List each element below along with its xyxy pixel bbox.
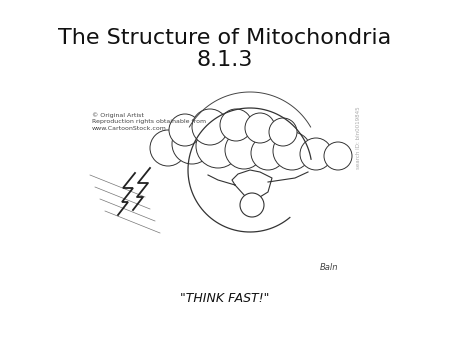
Text: Baln: Baln: [320, 263, 338, 272]
Circle shape: [324, 142, 352, 170]
Text: "THINK FAST!": "THINK FAST!": [180, 291, 270, 305]
Circle shape: [245, 113, 275, 143]
Circle shape: [240, 193, 264, 217]
Circle shape: [273, 132, 311, 170]
Circle shape: [300, 138, 332, 170]
Circle shape: [196, 124, 240, 168]
Text: search ID: bln0019845: search ID: bln0019845: [356, 107, 360, 169]
Circle shape: [251, 136, 285, 170]
Text: The Structure of Mitochondria: The Structure of Mitochondria: [58, 28, 392, 48]
Circle shape: [269, 118, 297, 146]
Circle shape: [169, 114, 201, 146]
Circle shape: [150, 130, 186, 166]
Circle shape: [220, 109, 252, 141]
Text: © Original Artist
Reproduction rights obtainable from
www.CartoonStock.com: © Original Artist Reproduction rights ob…: [92, 112, 206, 131]
Circle shape: [172, 124, 212, 164]
Text: 8.1.3: 8.1.3: [197, 50, 253, 70]
Circle shape: [225, 131, 263, 169]
Circle shape: [192, 109, 228, 145]
